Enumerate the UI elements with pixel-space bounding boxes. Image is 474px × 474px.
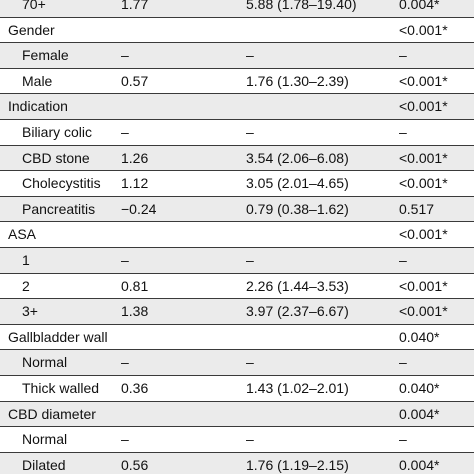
p-value-cell: 0.004* bbox=[399, 456, 440, 473]
row-label-cell: Gallbladder wall bbox=[8, 328, 108, 345]
row-label-cell: 1 bbox=[22, 251, 30, 268]
odds-ratio-cell: – bbox=[246, 47, 254, 64]
row-label-cell: Gender bbox=[8, 21, 55, 38]
table-row: 2 0.81 2.26 (1.44–3.53) <0.001* bbox=[0, 273, 474, 300]
row-label-cell: ASA bbox=[8, 226, 37, 243]
p-value-cell: <0.001* bbox=[399, 98, 448, 115]
table-row: Gender <0.001* bbox=[0, 17, 474, 44]
row-label-cell: Cholecystitis bbox=[22, 175, 101, 192]
row-label-cell: Female bbox=[22, 47, 69, 64]
coefficient-cell: 0.57 bbox=[121, 72, 149, 89]
odds-ratio-cell: 3.05 (2.01–4.65) bbox=[246, 175, 349, 192]
table-row: Dilated 0.56 1.76 (1.19–2.15) 0.004* bbox=[0, 452, 474, 474]
coefficient-cell: – bbox=[121, 251, 129, 268]
row-label-cell: Dilated bbox=[22, 456, 66, 473]
row-label-cell: 70+ bbox=[22, 0, 46, 12]
coefficient-cell: – bbox=[121, 354, 129, 371]
p-value-cell: – bbox=[399, 47, 407, 64]
table-row: Normal – – – bbox=[0, 427, 474, 453]
p-value-cell: – bbox=[399, 251, 407, 268]
row-label-cell: CBD diameter bbox=[8, 405, 96, 422]
odds-ratio-cell: – bbox=[246, 123, 254, 140]
table-row: CBD stone 1.26 3.54 (2.06–6.08) <0.001* bbox=[0, 145, 474, 172]
row-label-cell: Biliary colic bbox=[22, 123, 93, 140]
p-value-cell: 0.040* bbox=[399, 328, 440, 345]
p-value-cell: 0.004* bbox=[399, 0, 440, 12]
odds-ratio-cell: 1.43 (1.02–2.01) bbox=[246, 379, 349, 396]
coefficient-cell: −0.24 bbox=[121, 200, 157, 217]
odds-ratio-cell: 3.54 (2.06–6.08) bbox=[246, 149, 349, 166]
p-value-cell: <0.001* bbox=[399, 72, 448, 89]
row-label-cell: Normal bbox=[22, 431, 68, 448]
table-row: 70+ 1.77 5.88 (1.78–19.40) 0.004* bbox=[0, 0, 474, 18]
odds-ratio-cell: – bbox=[246, 251, 254, 268]
row-label-cell: Male bbox=[22, 72, 53, 89]
coefficient-cell: 0.81 bbox=[121, 277, 149, 294]
p-value-cell: <0.001* bbox=[399, 226, 448, 243]
p-value-cell: 0.004* bbox=[399, 405, 440, 422]
odds-ratio-cell: 1.76 (1.30–2.39) bbox=[246, 72, 349, 89]
row-label-cell: 3+ bbox=[22, 303, 38, 320]
coefficient-cell: 1.77 bbox=[121, 0, 149, 12]
table-row: Gallbladder wall 0.040* bbox=[0, 324, 474, 351]
coefficient-cell: 1.26 bbox=[121, 149, 149, 166]
odds-ratio-cell: 1.76 (1.19–2.15) bbox=[246, 456, 349, 473]
row-label-cell: CBD stone bbox=[22, 149, 90, 166]
p-value-cell: <0.001* bbox=[399, 303, 448, 320]
p-value-cell: <0.001* bbox=[399, 277, 448, 294]
table-row: Male 0.57 1.76 (1.30–2.39) <0.001* bbox=[0, 68, 474, 95]
row-label-cell: Thick walled bbox=[22, 379, 100, 396]
coefficient-cell: 0.36 bbox=[121, 379, 149, 396]
odds-ratio-cell: – bbox=[246, 431, 254, 448]
table-row: CBD diameter 0.004* bbox=[0, 401, 474, 428]
table-row: ASA <0.001* bbox=[0, 222, 474, 248]
table-row: Cholecystitis 1.12 3.05 (2.01–4.65) <0.001* bbox=[0, 171, 474, 197]
row-label-cell: Indication bbox=[8, 98, 68, 115]
table-row: 1 – – – bbox=[0, 247, 474, 274]
p-value-cell: 0.517 bbox=[399, 200, 435, 217]
p-value-cell: – bbox=[399, 123, 407, 140]
odds-ratio-cell: – bbox=[246, 354, 254, 371]
p-value-cell: <0.001* bbox=[399, 149, 448, 166]
coefficient-cell: 1.12 bbox=[121, 175, 149, 192]
odds-ratio-cell: 0.79 (0.38–1.62) bbox=[246, 200, 349, 217]
odds-ratio-cell: 2.26 (1.44–3.53) bbox=[246, 277, 349, 294]
coefficient-cell: 1.38 bbox=[121, 303, 149, 320]
odds-ratio-cell: 3.97 (2.37–6.67) bbox=[246, 303, 349, 320]
table-row: Thick walled 0.36 1.43 (1.02–2.01) 0.040* bbox=[0, 375, 474, 402]
table-row: Biliary colic – – – bbox=[0, 119, 474, 146]
table-row: Pancreatitis −0.24 0.79 (0.38–1.62) 0.517 bbox=[0, 196, 474, 223]
row-label-cell: 2 bbox=[22, 277, 30, 294]
table-row: 3+ 1.38 3.97 (2.37–6.67) <0.001* bbox=[0, 299, 474, 325]
p-value-cell: 0.040* bbox=[399, 379, 440, 396]
row-label-cell: Normal bbox=[22, 354, 68, 371]
p-value-cell: – bbox=[399, 431, 407, 448]
table-row: Indication <0.001* bbox=[0, 94, 474, 120]
p-value-cell: <0.001* bbox=[399, 21, 448, 38]
table-row: Female – – – bbox=[0, 43, 474, 69]
p-value-cell: – bbox=[399, 354, 407, 371]
p-value-cell: <0.001* bbox=[399, 175, 448, 192]
coefficient-cell: 0.56 bbox=[121, 456, 149, 473]
coefficient-cell: – bbox=[121, 47, 129, 64]
row-label-cell: Pancreatitis bbox=[22, 200, 96, 217]
coefficient-cell: – bbox=[121, 431, 129, 448]
table-row: Normal – – – bbox=[0, 350, 474, 376]
coefficient-cell: – bbox=[121, 123, 129, 140]
odds-ratio-cell: 5.88 (1.78–19.40) bbox=[246, 0, 357, 12]
